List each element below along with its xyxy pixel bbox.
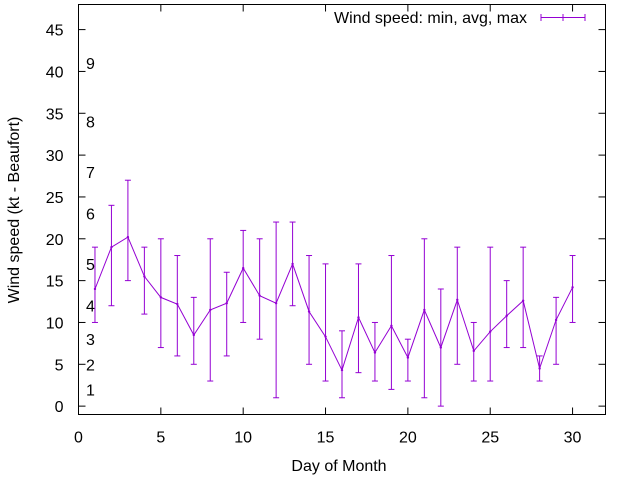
error-bars: [91, 179, 576, 407]
avg-point: [554, 318, 558, 322]
x-tick-label: 30: [564, 430, 582, 447]
avg-point: [176, 302, 179, 306]
avg-point: [406, 356, 410, 359]
avg-point: [521, 299, 525, 302]
y-tick-label: 35: [46, 106, 64, 123]
avg-point: [456, 298, 459, 302]
avg-point: [324, 335, 327, 338]
y-tick-label: 25: [46, 190, 64, 207]
beaufort-label: 9: [86, 56, 95, 73]
avg-point: [307, 310, 311, 313]
plot-frame: [78, 4, 606, 415]
avg-point: [472, 349, 475, 353]
legend-label: Wind speed: min, avg, max: [334, 10, 527, 27]
beaufort-label: 2: [86, 357, 95, 374]
beaufort-label: 5: [86, 257, 95, 274]
beaufort-label: 4: [86, 299, 95, 316]
beaufort-scale: 1 2 3 4 5 6 7 8 9: [86, 56, 95, 399]
y-tick-label: 45: [46, 23, 64, 40]
avg-point: [439, 346, 443, 349]
series-line-group: [93, 235, 574, 372]
avg-point: [258, 294, 261, 297]
avg-line: [94, 236, 574, 372]
x-axis: 0 5 10 15 20 25 30: [74, 4, 582, 447]
avg-point: [390, 324, 393, 328]
avg-point: [340, 368, 344, 372]
beaufort-label: 8: [86, 115, 95, 132]
avg-point: [143, 275, 146, 278]
avg-point: [192, 333, 195, 337]
y-tick-label: 30: [46, 148, 64, 165]
avg-point: [357, 316, 360, 319]
avg-point: [291, 262, 294, 266]
avg-point: [241, 266, 245, 270]
avg-point: [126, 235, 130, 239]
avg-point: [159, 296, 163, 299]
x-tick-label: 15: [317, 430, 335, 447]
avg-point: [225, 302, 228, 305]
avg-point: [93, 287, 97, 291]
x-tick-label: 0: [74, 430, 83, 447]
x-axis-label: Day of Month: [291, 458, 386, 475]
avg-point: [373, 351, 377, 354]
y-tick-label: 40: [46, 64, 64, 81]
x-tick-label: 5: [156, 430, 165, 447]
y-tick-label: 0: [55, 399, 64, 416]
beaufort-label: 6: [86, 207, 95, 224]
beaufort-label: 1: [86, 382, 95, 399]
beaufort-label: 7: [86, 165, 95, 182]
x-tick-label: 10: [234, 430, 252, 447]
avg-point: [489, 330, 492, 333]
avg-point: [571, 286, 574, 289]
legend: Wind speed: min, avg, max: [334, 10, 586, 27]
avg-point: [505, 314, 508, 317]
avg-point: [209, 308, 212, 312]
x-tick-label: 25: [481, 430, 499, 447]
y-tick-label: 5: [55, 357, 64, 374]
avg-point: [538, 367, 541, 370]
y-axis-label: Wind speed (kt - Beaufort): [6, 117, 23, 304]
y-tick-label: 20: [46, 232, 64, 249]
beaufort-label: 3: [86, 332, 95, 349]
y-tick-label: 10: [46, 315, 64, 332]
y-tick-label: 15: [46, 274, 64, 291]
x-tick-label: 20: [399, 430, 417, 447]
avg-point: [423, 308, 426, 312]
avg-point: [110, 245, 113, 249]
avg-point: [274, 302, 278, 305]
